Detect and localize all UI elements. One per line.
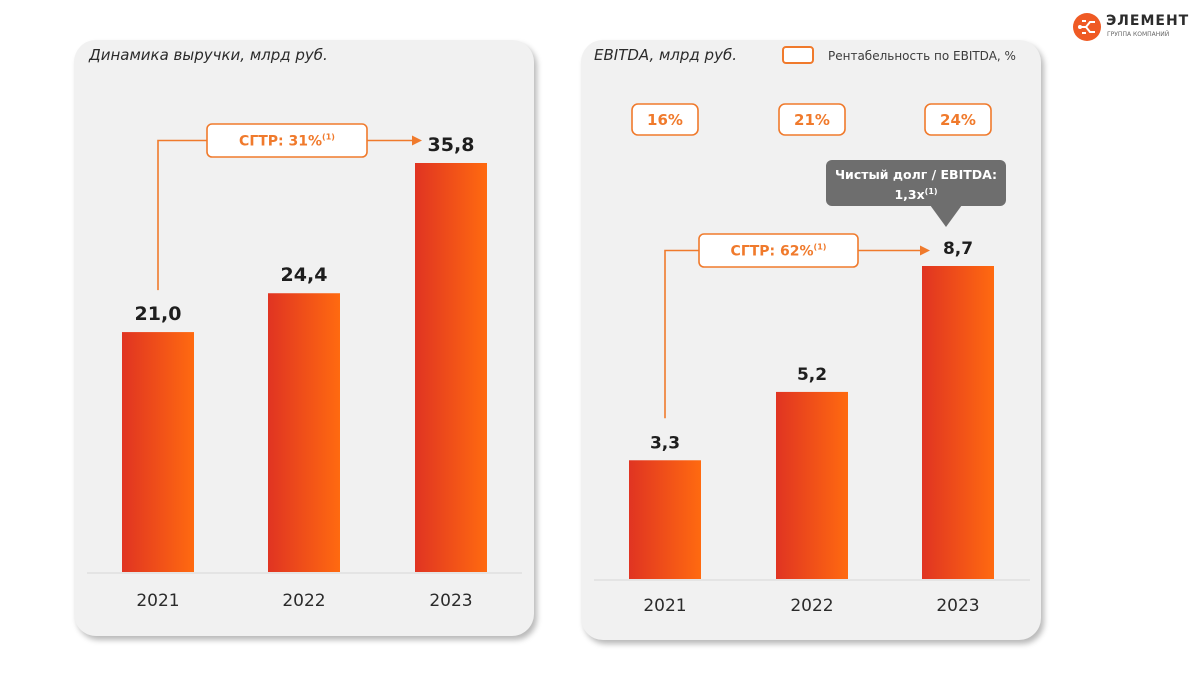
net-debt-callout-line1: Чистый долг / EBITDA: [834,167,998,182]
ebitda-chart-title: EBITDA, млрд руб. [594,46,737,64]
net-debt-footnote: (1) [924,187,938,196]
chart-1-cagr-arrowhead [920,245,930,256]
chart-0-cagr-box [206,123,368,158]
chart-1-cagr-label: СГТР: 62%(1) [731,243,827,260]
revenue-chart-title: Динамика выручки, млрд руб. [89,46,328,64]
chart-1-bar-2023 [922,266,994,579]
logo-name: ЭЛЕМЕНТ [1106,13,1190,29]
chart-1-margin-label: 16% [647,111,683,129]
callout-pointer [930,205,962,227]
chart-1-margin-box [631,103,699,136]
net-debt-callout-line2: 1,3x(1) [826,183,1006,203]
chart-1-value-label: 3,3 [650,433,680,453]
chart-1-margin-box [778,103,846,136]
logo-circuit-icon [1073,13,1101,41]
chart-1-category-label: 2022 [790,596,833,616]
legend-swatch [782,46,814,64]
chart-1-bar-2022 [776,391,848,579]
chart-0-category-label: 2022 [282,591,325,611]
chart-0-bar-2023 [415,163,487,572]
chart-1-value-label: 5,2 [797,365,827,385]
chart-1-category-label: 2023 [936,596,979,616]
legend-label: Рентабельность по EBITDA, % [828,49,1016,63]
company-logo: ЭЛЕМЕНТ ГРУППА КОМПАНИЙ [1072,10,1190,44]
chart-1-bar-2021 [629,460,701,579]
chart-1-category-label: 2021 [643,596,686,616]
chart-1-margin-box [924,103,992,136]
chart-1-margin-label: 21% [794,111,830,129]
chart-0-value-label: 24,4 [281,264,328,286]
net-debt-callout: Чистый долг / EBITDA: 1,3x(1) [826,160,1006,206]
chart-0-category-label: 2021 [136,591,179,611]
chart-1-value-label: 8,7 [943,239,973,259]
chart-0-cagr-label: СГТР: 31%(1) [239,133,335,150]
chart-1-cagr-box [698,233,859,268]
chart-1-margin-label: 24% [940,111,976,129]
chart-1-cagr-connector [664,249,699,419]
chart-0-bar-2022 [268,293,340,572]
chart-0-category-label: 2023 [429,591,472,611]
chart-0-value-label: 21,0 [135,303,182,325]
net-debt-value: 1,3x [894,187,925,203]
chart-0-cagr-connector [157,139,207,291]
chart-0-cagr-arrowhead [412,135,422,146]
logo-subtitle: ГРУППА КОМПАНИЙ [1107,31,1170,38]
chart-0-bar-2021 [122,332,194,572]
chart-0-value-label: 35,8 [428,134,475,156]
